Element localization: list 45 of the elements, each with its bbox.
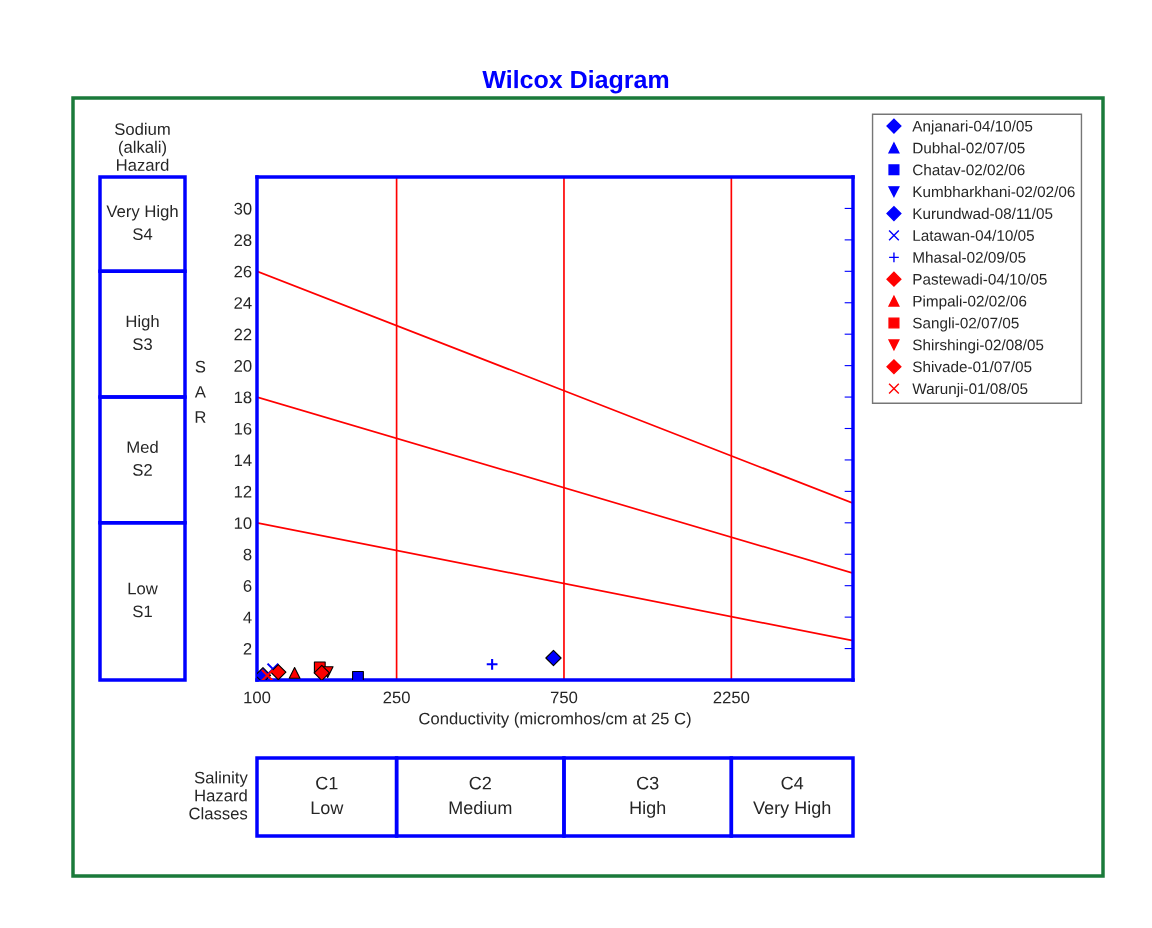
legend-label: Shivade-01/07/05: [912, 361, 1032, 373]
text: Low S1: [128, 582, 158, 618]
y-tick-label: 16: [234, 422, 252, 435]
y-tick-label: 26: [234, 265, 252, 278]
legend-label: Kurundwad-08/11/05: [913, 207, 1053, 220]
y-tick-label: 22: [234, 328, 252, 341]
text: Salinity Hazard Classes: [189, 771, 248, 820]
x-tick-label: 250: [383, 691, 410, 704]
y-tick-label: 28: [234, 234, 252, 247]
text: Sodium (alkali) Hazard: [115, 122, 170, 171]
legend-label: Anjanari-04/10/05: [912, 120, 1033, 135]
y-tick-label: 4: [243, 611, 252, 624]
chart-title: Wilcox Diagram: [482, 70, 669, 94]
x-axis-title: Conductivity (micromhos/cm at 25 C): [419, 712, 691, 728]
y-tick-label: 14: [234, 454, 252, 466]
y-tick-label: 10: [234, 517, 252, 530]
legend-label: Sangli-02/07/05: [912, 317, 1019, 332]
y-tick-label: 20: [234, 360, 252, 372]
text: C3 High: [630, 776, 666, 818]
y-tick-label: 24: [234, 297, 252, 309]
y-axis-title: SAR: [194, 360, 206, 423]
x-tick-label: 100: [244, 691, 271, 704]
text: High S3: [126, 315, 159, 351]
legend-label: Mhasal-02/09/05: [913, 251, 1026, 263]
y-tick-label: 6: [243, 580, 252, 592]
legend-label: Shirshingi-02/08/05: [912, 339, 1044, 354]
legend-label: Warunji-01/08/05: [912, 382, 1028, 398]
x-tick-label: 2250: [713, 691, 750, 704]
legend-label: Latawan-04/10/05: [913, 229, 1034, 241]
text: Very High S4: [106, 205, 178, 241]
y-tick-label: 8: [243, 548, 252, 561]
legend-label: Chatav-02/02/06: [913, 164, 1025, 176]
legend-label: Dubhal-02/07/05: [913, 142, 1025, 154]
y-tick-label: 18: [234, 391, 252, 404]
y-tick-label: 2: [243, 642, 252, 655]
legend-label: Pastewadi-04/10/05: [913, 273, 1047, 285]
text: C2 Medium: [449, 776, 512, 815]
text: C1 Low: [311, 776, 344, 815]
y-tick-label: 12: [234, 485, 252, 498]
x-tick-label: 750: [550, 691, 578, 704]
legend-label: Kumbharkhani-02/02/06: [913, 185, 1075, 198]
legend-label: Pimpali-02/02/06: [913, 295, 1027, 310]
y-tick-label: 30: [234, 202, 252, 215]
text: C4 Very High: [753, 776, 831, 818]
text: Med S2: [127, 440, 158, 476]
